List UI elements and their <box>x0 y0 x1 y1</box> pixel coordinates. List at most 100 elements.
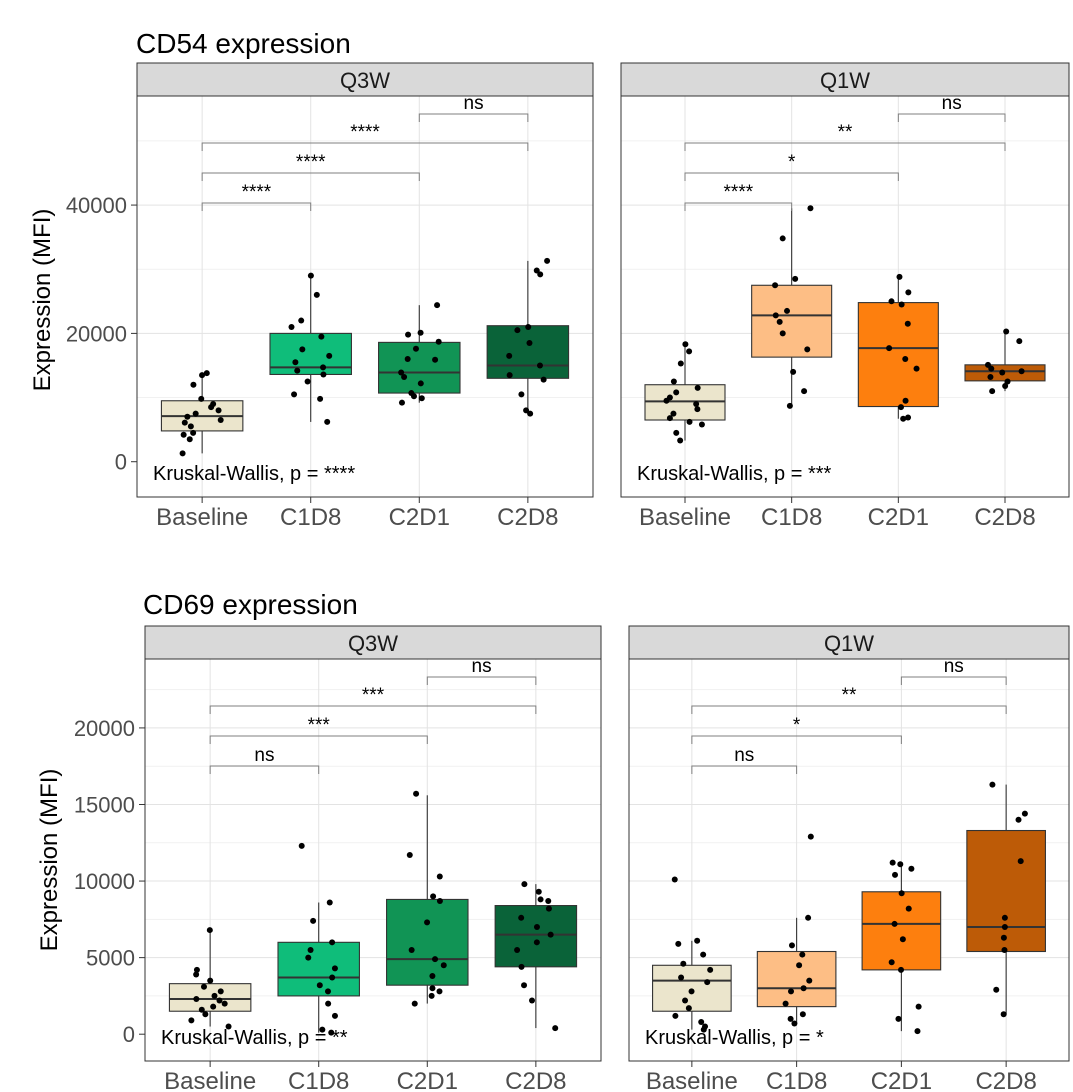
box-c1d8 <box>756 950 837 1008</box>
y-axis-title-cd54: Expression (MFI) <box>29 209 56 392</box>
panel-background <box>137 96 593 497</box>
data-point <box>318 333 325 340</box>
data-point <box>790 368 797 375</box>
data-point <box>199 372 206 379</box>
significance-bracket <box>684 172 899 181</box>
data-point <box>187 423 194 430</box>
chart-cd69: CD69 expression Expression (MFI) ns*****… <box>36 589 1070 1092</box>
x-tick-label: C2D1 <box>397 1068 458 1092</box>
data-point <box>1001 924 1008 930</box>
data-point <box>305 954 312 961</box>
plot-area: **** **** **** ns Baseline C1D8 C2D1 C2D8 0 20000… <box>66 62 594 531</box>
data-point <box>533 267 540 274</box>
data-point <box>993 986 1000 993</box>
data-point <box>1015 816 1022 823</box>
x-tick-label: C2D8 <box>505 1068 566 1092</box>
data-point <box>776 318 783 325</box>
data-point <box>193 995 200 1002</box>
significance-bracket <box>209 705 537 714</box>
significance-label: *** <box>308 715 331 736</box>
data-point <box>525 323 532 330</box>
data-point <box>886 345 893 352</box>
data-point <box>313 291 320 298</box>
data-point <box>430 893 437 900</box>
data-point <box>545 897 552 904</box>
y-axis-title-cd69: Expression (MFI) <box>36 769 63 952</box>
data-point <box>707 966 714 973</box>
data-point <box>888 298 895 305</box>
data-point <box>401 374 408 381</box>
data-point <box>432 956 439 963</box>
data-point <box>514 946 521 953</box>
strip-header <box>144 625 602 660</box>
data-point <box>987 374 994 381</box>
data-point <box>806 977 813 984</box>
data-point <box>704 979 711 986</box>
data-point <box>527 410 534 417</box>
x-tick-label: C2D1 <box>389 504 450 531</box>
data-point <box>203 370 210 377</box>
data-point <box>215 407 222 414</box>
box-c1d8 <box>751 284 833 358</box>
data-point <box>675 940 682 947</box>
x-tick-label: C1D8 <box>280 504 341 531</box>
panel-border <box>144 658 602 1062</box>
data-point <box>193 966 200 973</box>
data-point <box>217 988 224 995</box>
panel-border <box>620 95 1070 498</box>
data-point <box>198 1006 205 1013</box>
significance-bracket <box>691 765 798 774</box>
data-point <box>211 992 218 999</box>
y-tick-label: 10000 <box>74 869 135 894</box>
data-point <box>328 1029 335 1036</box>
data-point <box>889 859 896 866</box>
data-point <box>180 431 187 438</box>
data-point <box>412 345 419 352</box>
box-c1d8 <box>277 941 360 997</box>
data-point <box>436 988 443 995</box>
data-point <box>190 429 197 436</box>
data-point <box>788 942 795 949</box>
strip-header <box>136 62 594 97</box>
y-tick-label: 20000 <box>74 716 135 741</box>
y-tick-label: 5000 <box>86 946 135 971</box>
data-point <box>325 1000 332 1007</box>
data-point <box>418 395 425 402</box>
data-point <box>888 959 895 966</box>
data-point <box>331 965 338 972</box>
data-point <box>905 289 912 296</box>
data-point <box>694 937 701 944</box>
box-baseline <box>652 964 732 1012</box>
data-point <box>698 421 705 428</box>
data-point <box>989 781 996 788</box>
significance-label: ** <box>838 122 853 143</box>
data-point <box>671 876 678 883</box>
panel-cd54-q3w: **** **** **** ns Baseline C1D8 C2D1 C2D8 0 20000… <box>66 62 594 531</box>
box-c2d8 <box>486 325 570 379</box>
data-point <box>537 896 544 903</box>
data-point <box>432 356 439 363</box>
data-point <box>404 356 411 363</box>
data-point <box>693 400 700 407</box>
significance-bracket <box>691 735 902 744</box>
data-point <box>307 946 314 953</box>
data-point <box>989 388 996 395</box>
data-point <box>298 317 305 324</box>
significance-bracket <box>691 705 1007 714</box>
data-point <box>440 962 447 969</box>
data-point <box>436 873 443 880</box>
data-point <box>521 881 528 888</box>
data-point <box>521 982 528 989</box>
data-point <box>424 919 431 926</box>
data-point <box>320 364 327 371</box>
data-point <box>188 1017 195 1024</box>
significance-bracket <box>209 735 428 744</box>
data-point <box>984 361 991 368</box>
significance-bracket <box>900 676 1007 685</box>
data-point <box>518 391 525 398</box>
data-point <box>799 1011 806 1018</box>
data-point <box>533 939 540 946</box>
x-tick-label: C2D1 <box>871 1068 932 1092</box>
data-point <box>428 992 435 999</box>
